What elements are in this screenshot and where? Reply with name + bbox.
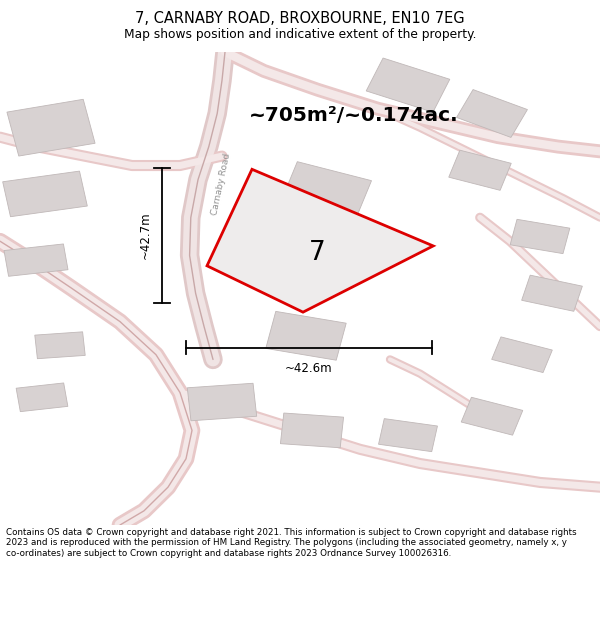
Polygon shape (521, 275, 583, 311)
Polygon shape (16, 383, 68, 412)
Polygon shape (366, 58, 450, 112)
Polygon shape (187, 383, 257, 421)
Text: ~705m²/~0.174ac.: ~705m²/~0.174ac. (249, 106, 458, 126)
Text: 7, CARNABY ROAD, BROXBOURNE, EN10 7EG: 7, CARNABY ROAD, BROXBOURNE, EN10 7EG (135, 11, 465, 26)
Text: Map shows position and indicative extent of the property.: Map shows position and indicative extent… (124, 28, 476, 41)
Text: Carnaby Road: Carnaby Road (210, 152, 232, 216)
Polygon shape (283, 162, 371, 217)
Polygon shape (280, 413, 344, 447)
Text: ~42.6m: ~42.6m (285, 362, 333, 376)
Text: 7: 7 (308, 240, 325, 266)
Polygon shape (35, 332, 85, 359)
Polygon shape (491, 337, 553, 372)
Polygon shape (238, 241, 314, 289)
Polygon shape (207, 169, 433, 312)
Polygon shape (461, 398, 523, 435)
Text: ~42.7m: ~42.7m (139, 211, 152, 259)
Polygon shape (7, 99, 95, 156)
Polygon shape (4, 244, 68, 276)
Text: Contains OS data © Crown copyright and database right 2021. This information is : Contains OS data © Crown copyright and d… (6, 528, 577, 558)
Polygon shape (457, 89, 527, 138)
Polygon shape (379, 419, 437, 452)
Polygon shape (266, 311, 346, 360)
Polygon shape (2, 171, 88, 217)
Polygon shape (510, 219, 570, 254)
Polygon shape (449, 150, 511, 191)
